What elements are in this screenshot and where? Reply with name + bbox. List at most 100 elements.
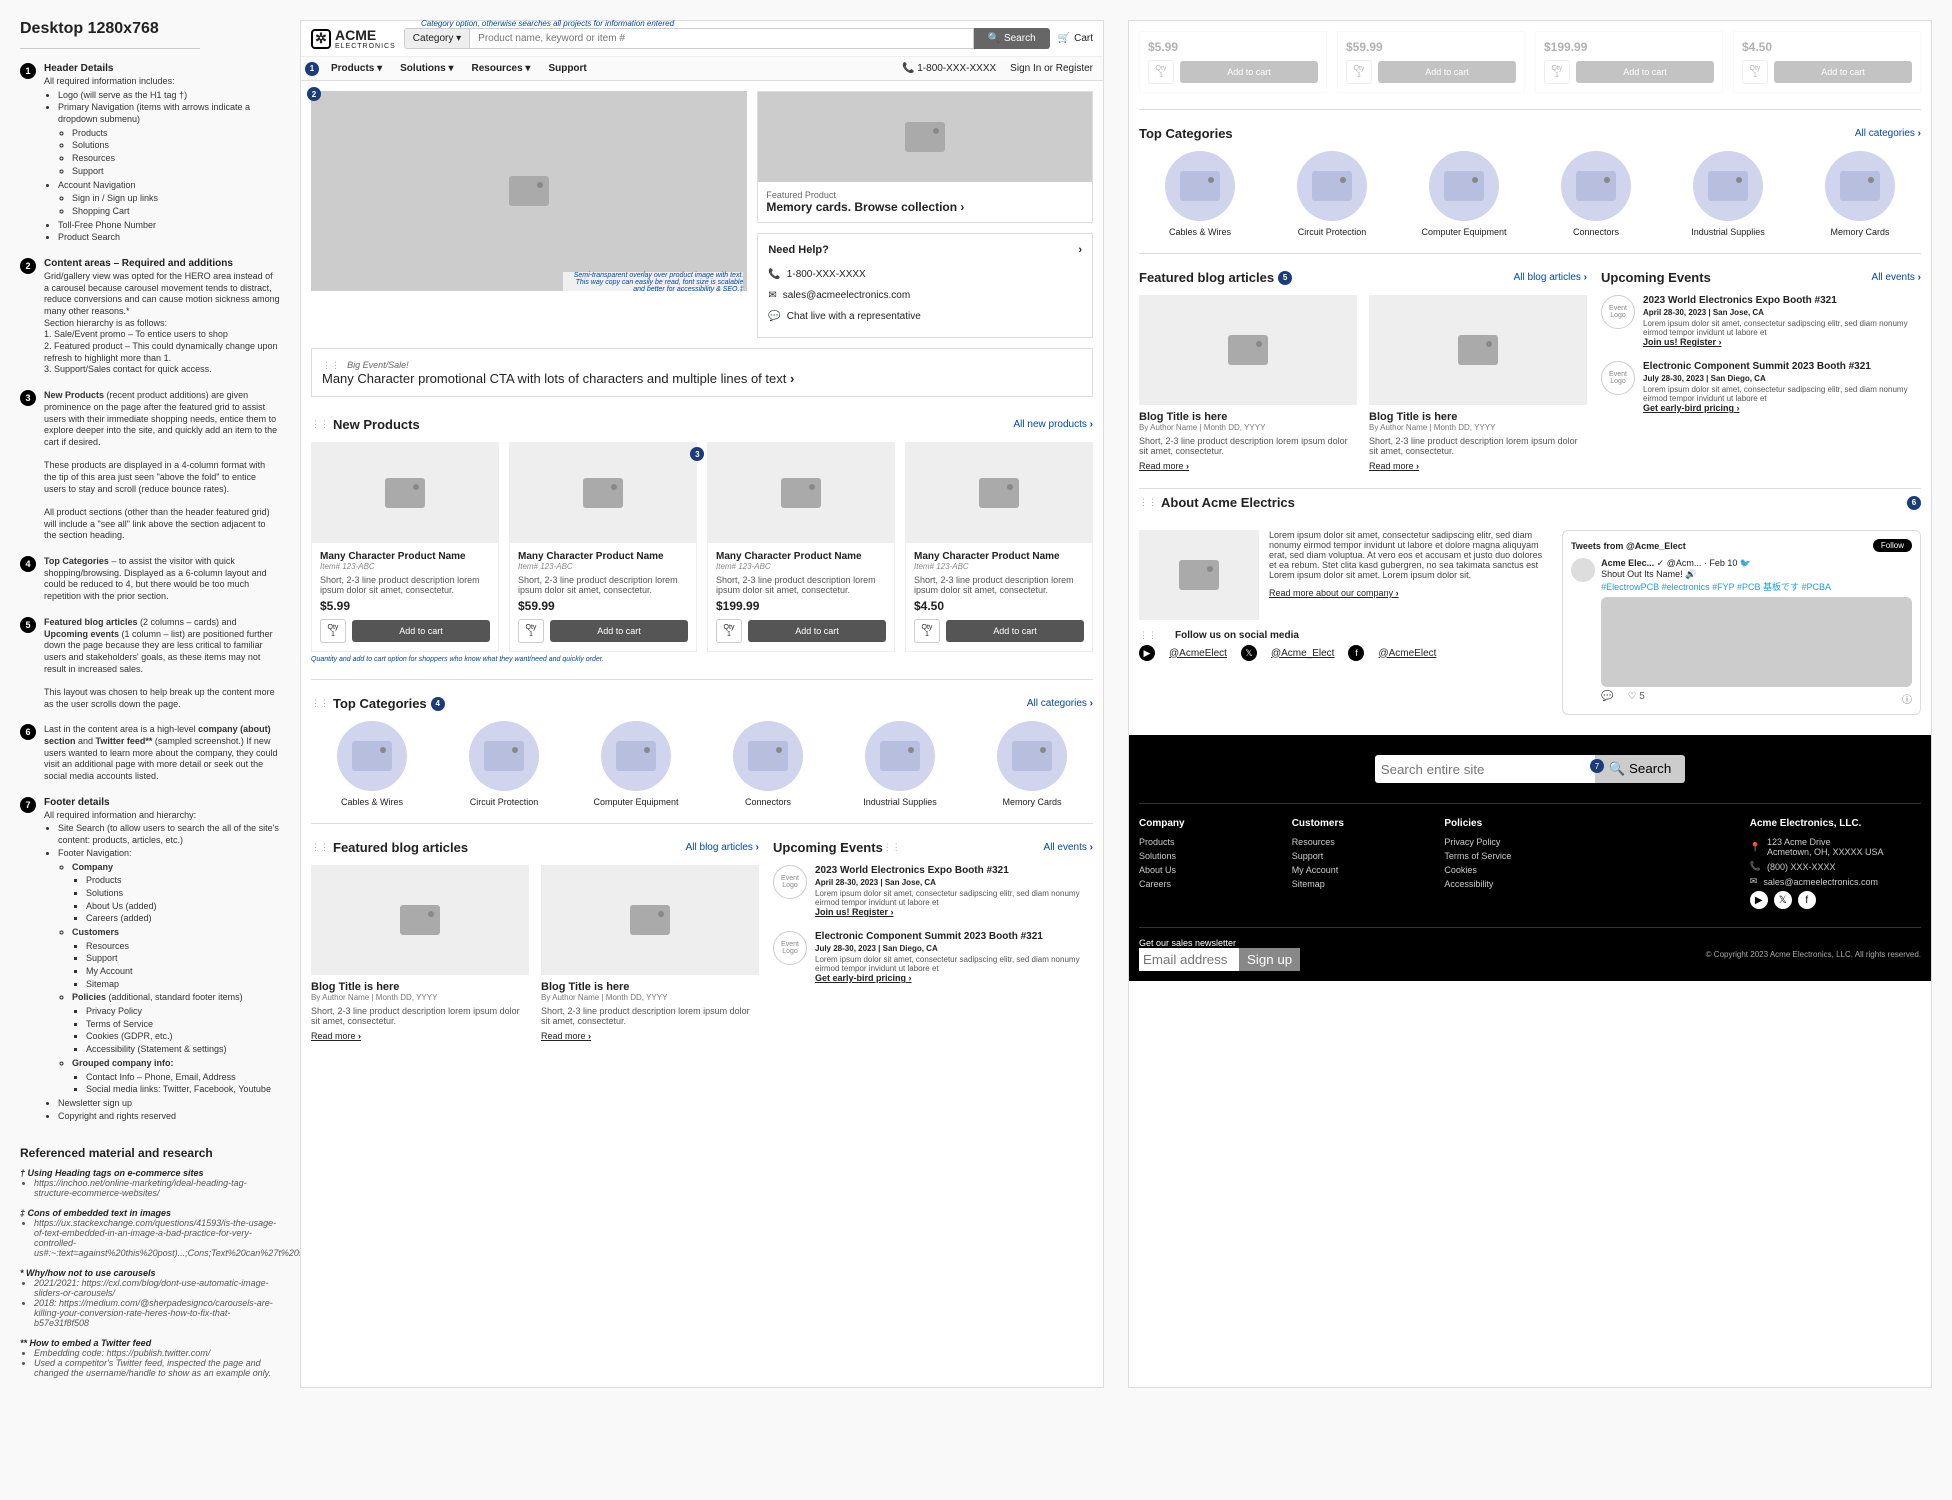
add-to-cart-button[interactable]: Add to cart	[1180, 61, 1318, 83]
nav-item[interactable]: Resources ▾	[472, 63, 531, 74]
search-input[interactable]	[470, 28, 973, 49]
footer-link[interactable]: Resources	[1292, 837, 1435, 847]
add-to-cart-button[interactable]: Add to cart	[352, 620, 490, 642]
blog-title[interactable]: Blog Title is here	[311, 981, 529, 993]
footer-link[interactable]: Solutions	[1139, 851, 1282, 861]
product-image[interactable]	[906, 443, 1092, 543]
footer-link[interactable]: Products	[1139, 837, 1282, 847]
category-item[interactable]: Memory Cards	[1799, 151, 1921, 237]
event-link[interactable]: Join us! Register	[1643, 337, 1722, 347]
footer-email[interactable]: ✉ sales@acmeelectronics.com	[1750, 876, 1921, 887]
follow-button[interactable]: Follow	[1873, 539, 1912, 552]
add-to-cart-button[interactable]: Add to cart	[1774, 61, 1912, 83]
help-chat[interactable]: 💬 Chat live with a representative	[768, 306, 1082, 327]
footer-link[interactable]: Sitemap	[1292, 879, 1435, 889]
all-events-link[interactable]: All events	[1044, 842, 1093, 853]
footer-link[interactable]: Support	[1292, 851, 1435, 861]
all-blog-link[interactable]: All blog articles	[686, 842, 759, 853]
qty-input[interactable]: Qty1	[320, 619, 346, 643]
all-categories-link[interactable]: All categories	[1027, 698, 1093, 709]
blog-readmore[interactable]: Read more	[1139, 461, 1189, 471]
category-item[interactable]: Circuit Protection	[1271, 151, 1393, 237]
blog-readmore[interactable]: Read more	[541, 1031, 591, 1041]
event-title[interactable]: 2023 World Electronics Expo Booth #321	[1643, 295, 1921, 306]
category-item[interactable]: Connectors	[707, 721, 829, 807]
event-link[interactable]: Get early-bird pricing	[1643, 403, 1740, 413]
event-title[interactable]: Electronic Component Summit 2023 Booth #…	[815, 931, 1093, 942]
category-item[interactable]: Memory Cards	[971, 721, 1093, 807]
qty-input[interactable]: Qty1	[914, 619, 940, 643]
event-link[interactable]: Get early-bird pricing	[815, 973, 912, 983]
social-platform-icon[interactable]: ▶	[1139, 645, 1155, 661]
blog-image[interactable]	[1369, 295, 1587, 405]
category-item[interactable]: Cables & Wires	[1139, 151, 1261, 237]
all-blog-link[interactable]: All blog articles	[1514, 272, 1587, 283]
category-item[interactable]: Industrial Supplies	[1667, 151, 1789, 237]
add-to-cart-button[interactable]: Add to cart	[550, 620, 688, 642]
footer-link[interactable]: Careers	[1139, 879, 1282, 889]
nav-item[interactable]: Support	[548, 63, 586, 74]
footer-link[interactable]: Privacy Policy	[1444, 837, 1587, 847]
product-name[interactable]: Many Character Product Name	[518, 551, 688, 562]
product-image[interactable]	[312, 443, 498, 543]
blog-title[interactable]: Blog Title is here	[541, 981, 759, 993]
add-to-cart-button[interactable]: Add to cart	[1378, 61, 1516, 83]
category-item[interactable]: Cables & Wires	[311, 721, 433, 807]
category-item[interactable]: Circuit Protection	[443, 721, 565, 807]
help-phone[interactable]: 📞 1-800-XXX-XXXX	[768, 264, 1082, 285]
newsletter-button[interactable]: Sign up	[1239, 948, 1300, 971]
qty-input[interactable]: Qty1	[716, 619, 742, 643]
phone-link[interactable]: 📞 1-800-XXX-XXXX	[902, 63, 996, 74]
social-platform-icon[interactable]: 𝕏	[1241, 645, 1257, 661]
add-to-cart-button[interactable]: Add to cart	[1576, 61, 1714, 83]
blog-title[interactable]: Blog Title is here	[1139, 411, 1357, 423]
category-select[interactable]: Category ▾	[404, 28, 470, 49]
footer-phone[interactable]: 📞 (800) XXX-XXXX	[1750, 861, 1921, 872]
add-to-cart-button[interactable]: Add to cart	[946, 620, 1084, 642]
event-title[interactable]: 2023 World Electronics Expo Booth #321	[815, 865, 1093, 876]
qty-input[interactable]: Qty1	[1742, 60, 1768, 84]
product-name[interactable]: Many Character Product Name	[716, 551, 886, 562]
twitter-icon[interactable]: 𝕏	[1774, 891, 1792, 909]
product-name[interactable]: Many Character Product Name	[914, 551, 1084, 562]
search-button[interactable]: 🔍 Search	[974, 28, 1050, 49]
category-item[interactable]: Industrial Supplies	[839, 721, 961, 807]
youtube-icon[interactable]: ▶	[1750, 891, 1768, 909]
event-title[interactable]: Electronic Component Summit 2023 Booth #…	[1643, 361, 1921, 372]
cart-link[interactable]: 🛒 Cart	[1058, 33, 1093, 44]
facebook-icon[interactable]: f	[1798, 891, 1816, 909]
nav-item[interactable]: Solutions ▾	[400, 63, 453, 74]
product-image[interactable]	[708, 443, 894, 543]
all-categories-link[interactable]: All categories	[1855, 128, 1921, 139]
social-handle[interactable]: @AcmeElect	[1378, 648, 1436, 659]
help-email[interactable]: ✉ sales@acmeelectronics.com	[768, 285, 1082, 306]
promo-bar[interactable]: ⋮⋮ Big Event/Sale! Many Character promot…	[311, 348, 1093, 397]
blog-readmore[interactable]: Read more	[1369, 461, 1419, 471]
footer-link[interactable]: Cookies	[1444, 865, 1587, 875]
qty-input[interactable]: Qty1	[1346, 60, 1372, 84]
blog-readmore[interactable]: Read more	[311, 1031, 361, 1041]
all-events-link[interactable]: All events	[1872, 272, 1921, 283]
footer-link[interactable]: Accessibility	[1444, 879, 1587, 889]
footer-search-input[interactable]	[1375, 755, 1595, 783]
social-handle[interactable]: @AcmeElect	[1169, 648, 1227, 659]
category-item[interactable]: Computer Equipment	[1403, 151, 1525, 237]
logo[interactable]: ✲ ACMEELECTRONICS	[311, 27, 396, 50]
footer-search-button[interactable]: 🔍 Search	[1595, 755, 1686, 783]
newsletter-input[interactable]	[1139, 948, 1239, 971]
add-to-cart-button[interactable]: Add to cart	[748, 620, 886, 642]
featured-product[interactable]: Featured Product Memory cards. Browse co…	[757, 91, 1093, 223]
qty-input[interactable]: Qty1	[1544, 60, 1570, 84]
qty-input[interactable]: Qty1	[518, 619, 544, 643]
social-handle[interactable]: @Acme_Elect	[1271, 648, 1335, 659]
footer-link[interactable]: My Account	[1292, 865, 1435, 875]
qty-input[interactable]: Qty1	[1148, 60, 1174, 84]
footer-link[interactable]: Terms of Service	[1444, 851, 1587, 861]
social-platform-icon[interactable]: f	[1348, 645, 1364, 661]
reply-icon[interactable]: 💬	[1601, 691, 1613, 706]
category-item[interactable]: Computer Equipment	[575, 721, 697, 807]
all-products-link[interactable]: All new products	[1014, 419, 1093, 430]
blog-image[interactable]	[541, 865, 759, 975]
blog-image[interactable]	[311, 865, 529, 975]
blog-title[interactable]: Blog Title is here	[1369, 411, 1587, 423]
